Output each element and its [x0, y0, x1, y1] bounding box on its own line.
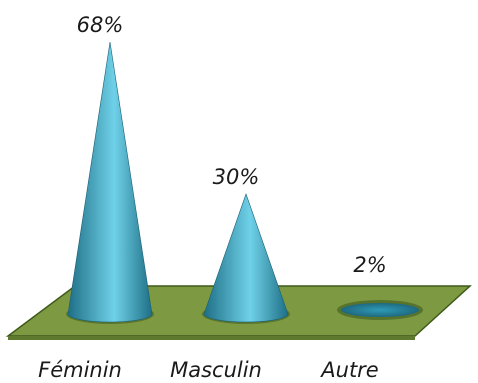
cone-autre — [341, 303, 419, 317]
cone-masculin — [203, 193, 289, 323]
data-label-masculin: 30% — [213, 165, 260, 189]
category-label-masculin: Masculin — [170, 358, 262, 382]
data-label-féminin: 68% — [77, 13, 124, 37]
data-label-autre: 2% — [353, 253, 386, 277]
category-label-féminin: Féminin — [38, 358, 122, 382]
chart-floor-side — [8, 336, 415, 340]
cone-féminin — [67, 41, 153, 323]
category-label-autre: Autre — [319, 358, 378, 382]
